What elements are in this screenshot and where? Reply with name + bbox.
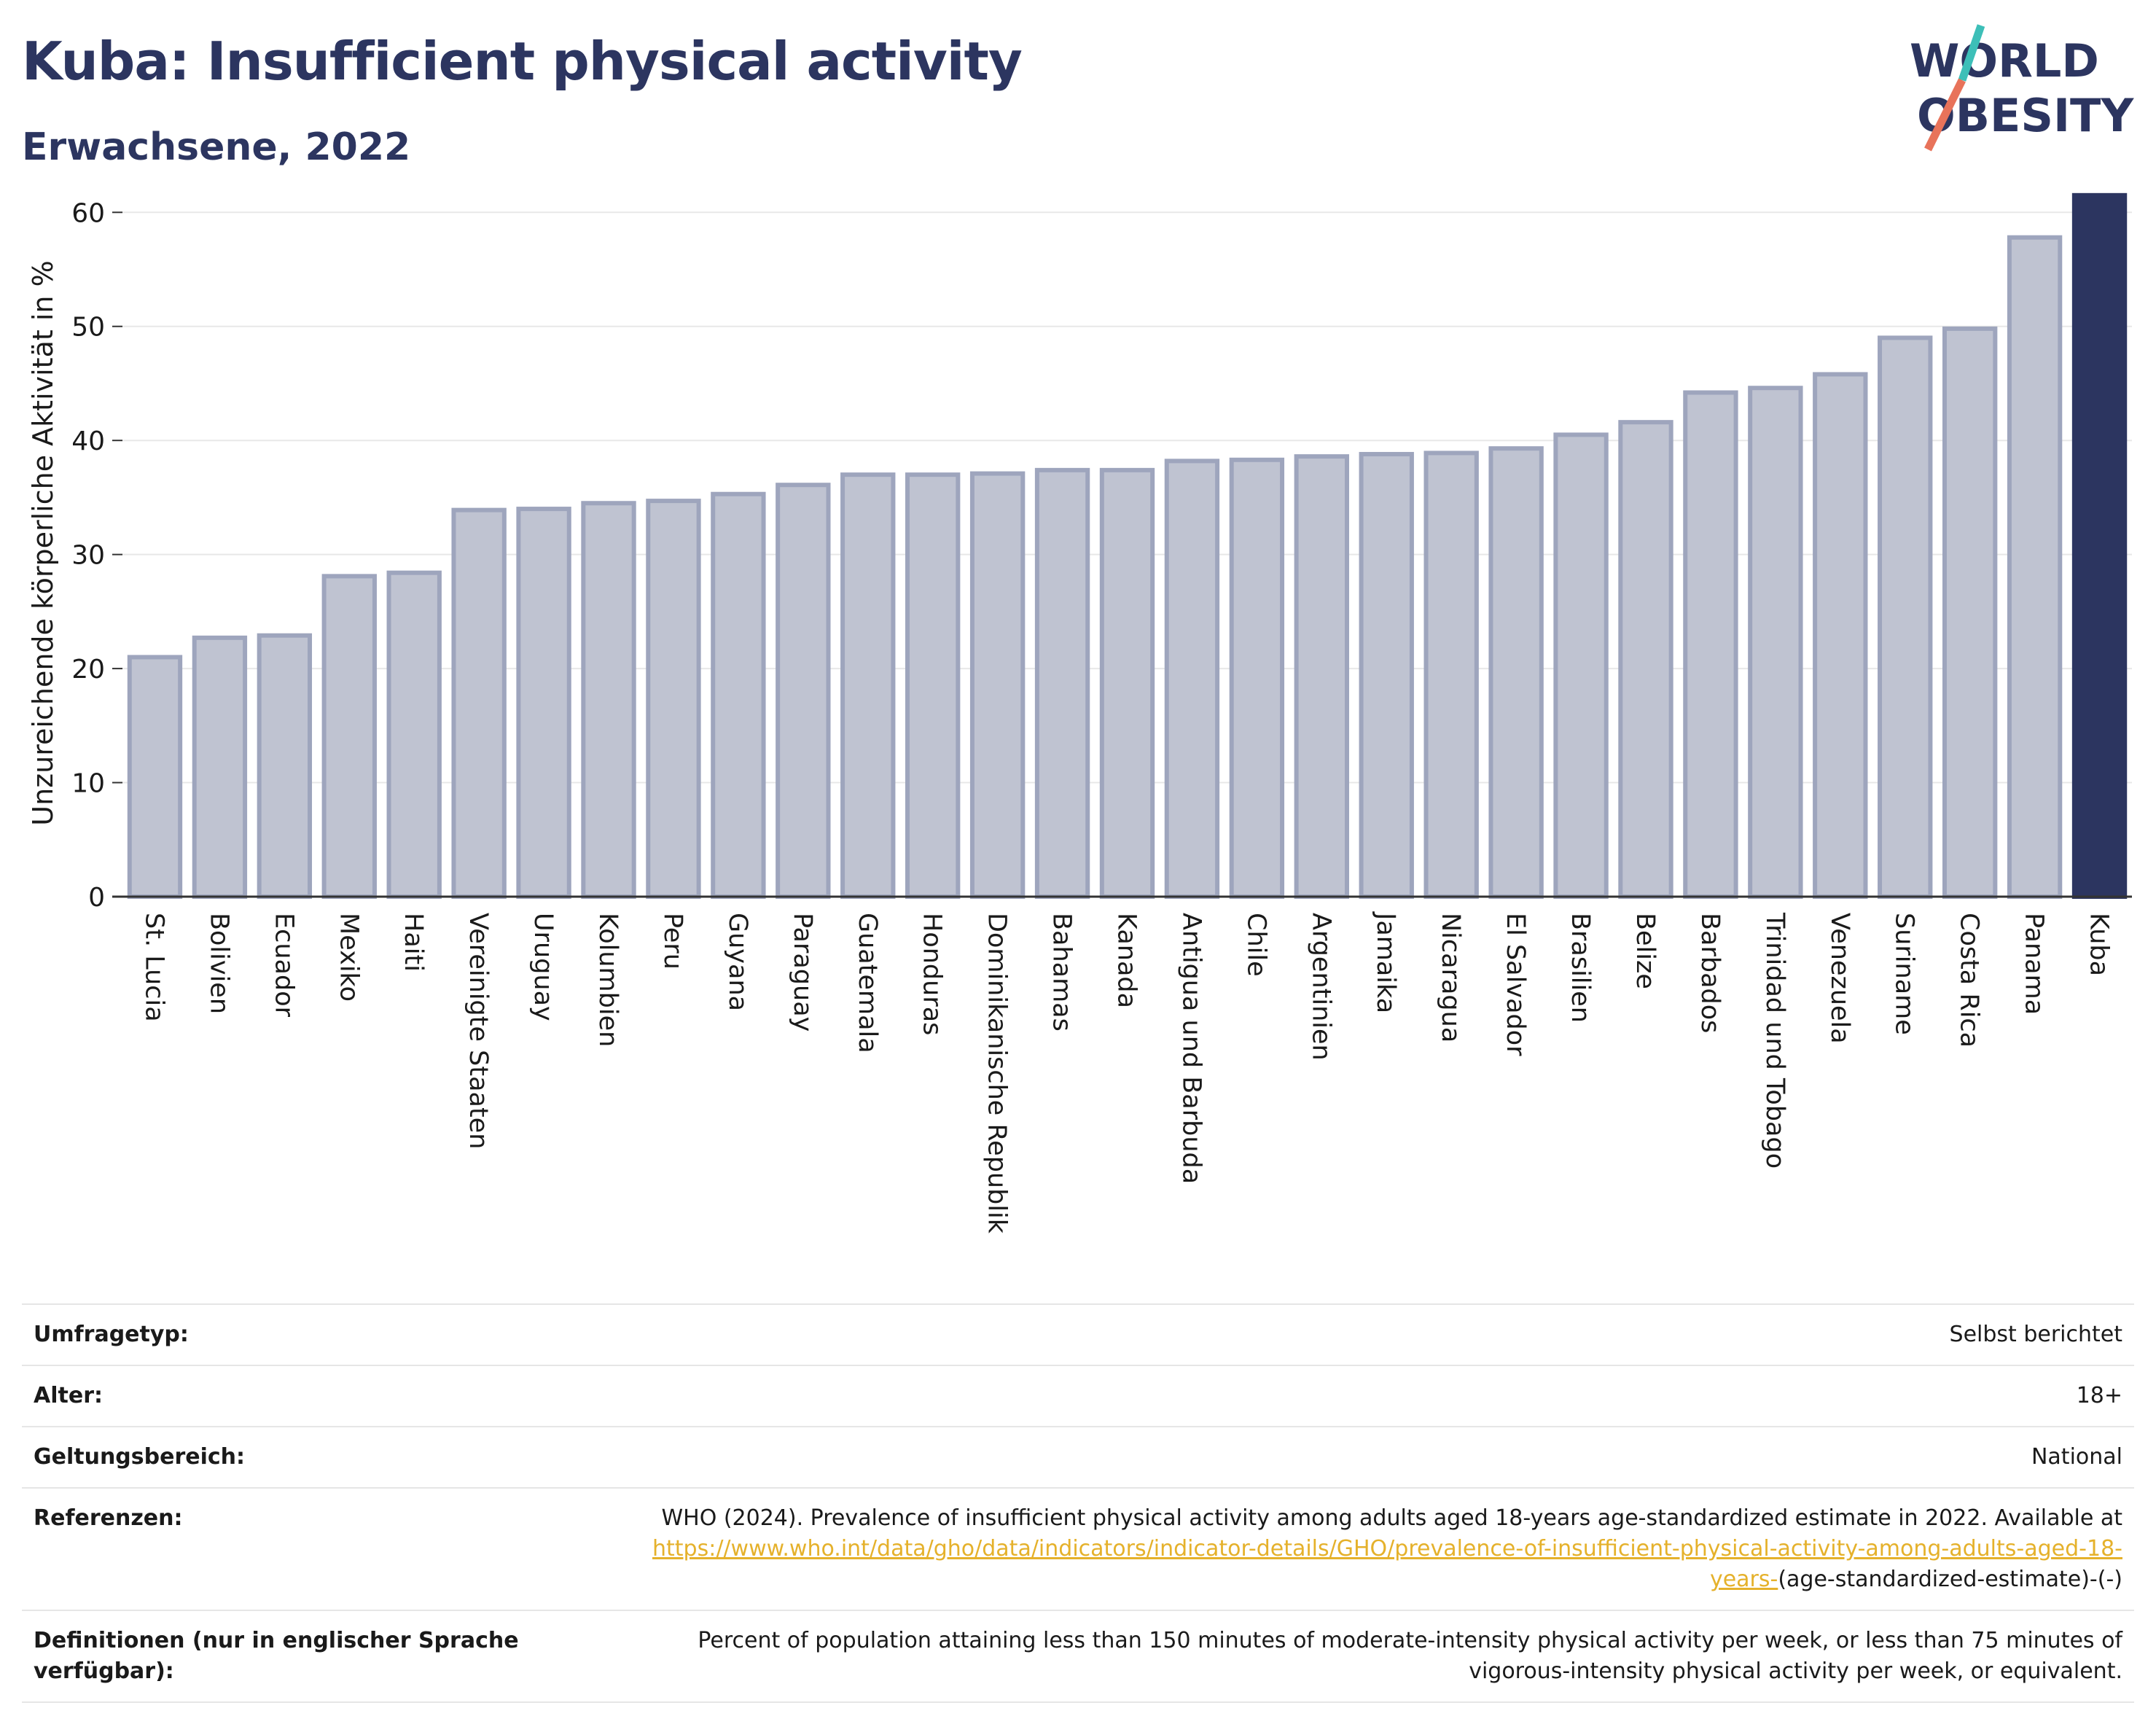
x-tick-label: Vereinigte Staaten (464, 913, 493, 1149)
x-tick-label: Paraguay (788, 913, 817, 1032)
bar[interactable] (1813, 372, 1868, 899)
bar[interactable] (840, 472, 896, 899)
x-tick-label: Peru (658, 913, 687, 970)
x-tick-label: Barbados (1695, 913, 1725, 1033)
bar[interactable] (192, 635, 248, 900)
world-obesity-logo: WORLD OBESITY (1910, 24, 2134, 152)
chart-title: Kuba: Insufficient physical activity (22, 31, 1023, 92)
x-tick-label: El Salvador (1501, 913, 1530, 1056)
bar[interactable] (1359, 451, 1414, 899)
metadata-value: Selbst berichtet (1949, 1322, 2122, 1347)
y-tick-label: 0 (88, 883, 105, 913)
bar[interactable] (257, 633, 313, 900)
bar[interactable] (516, 507, 571, 899)
x-axis-labels: St. Lucia Bolivien Ecuador Mexiko Haiti Verei… (139, 911, 2113, 1234)
logo-slash-accent (1958, 24, 1985, 82)
metadata-value: National (2031, 1444, 2122, 1470)
metadata-row: Alter: 18+ (22, 1365, 2134, 1426)
metadata-value: 18+ (2076, 1383, 2122, 1408)
logo-text-world: WORLD (1910, 34, 2099, 87)
y-tick-label: 40 (71, 426, 105, 456)
x-tick-label: Nicaragua (1436, 913, 1465, 1042)
bar[interactable] (1618, 420, 1673, 899)
bar[interactable] (646, 499, 701, 899)
bar[interactable] (969, 471, 1026, 899)
metadata-row: Geltungsbereich: National (22, 1426, 2134, 1487)
y-axis-ticks: 0 10 20 30 40 50 60 (71, 198, 122, 913)
x-tick-label: St. Lucia (139, 913, 168, 1022)
bar[interactable] (2007, 235, 2063, 900)
x-tick-label: Suriname (1890, 913, 1919, 1035)
x-tick-label: Mexiko (334, 913, 363, 1002)
x-tick-label: Costa Rica (1955, 913, 1984, 1048)
metadata-row: Referenzen: WHO (2024). Prevalence of ins… (22, 1487, 2134, 1610)
y-axis-label: Unzureichende körperliche Aktivität in % (27, 260, 59, 825)
x-tick-label: Chile (1241, 913, 1270, 977)
bar[interactable] (1878, 335, 1933, 899)
x-tick-label: Argentinien (1306, 913, 1335, 1061)
bar[interactable] (321, 574, 377, 899)
reference-link[interactable]: https://www.who.int/data/gho/data/indica… (652, 1536, 2122, 1592)
bar[interactable] (711, 491, 766, 899)
bar[interactable] (1099, 467, 1155, 899)
bar[interactable] (776, 483, 831, 899)
metadata-value: Percent of population attaining less tha… (698, 1628, 2122, 1684)
x-tick-label: Antigua und Barbuda (1176, 913, 1206, 1184)
bar[interactable] (127, 655, 183, 899)
x-tick-label: Bahamas (1047, 913, 1077, 1032)
metadata-row: Definitionen (nur in englischer Sprache … (22, 1610, 2134, 1703)
bar[interactable] (581, 501, 636, 899)
x-tick-label: Honduras (918, 913, 947, 1035)
x-tick-label: Kolumbien (593, 913, 622, 1047)
bar[interactable] (1423, 451, 1479, 899)
x-tick-label: Panama (2020, 913, 2049, 1015)
y-tick-label: 30 (71, 541, 105, 571)
bar[interactable] (905, 472, 961, 899)
logo-slash-main (1924, 78, 1966, 152)
bar[interactable] (1553, 432, 1609, 899)
bar[interactable] (1942, 326, 1998, 899)
x-tick-label: Ecuador (269, 913, 298, 1018)
metadata-value: WHO (2024). Prevalence of insufficient p… (652, 1505, 2122, 1592)
bars (127, 192, 2128, 900)
metadata-label: Definitionen (nur in englischer Sprache … (34, 1628, 519, 1684)
bar[interactable] (1229, 457, 1285, 899)
bar[interactable] (1683, 390, 1738, 899)
bar[interactable] (386, 570, 442, 899)
metadata-label: Geltungsbereich: (34, 1444, 246, 1470)
x-tick-label: Guatemala (853, 913, 882, 1053)
bar-highlight[interactable] (2071, 192, 2128, 899)
y-tick-label: 10 (71, 769, 105, 799)
bar-chart: 0 10 20 30 40 50 60 St. Lucia Bolivien Ecuador Me… (27, 192, 2132, 1234)
x-tick-label: Guyana (723, 913, 752, 1011)
metadata-table: Umfragetyp: Selbst berichtet Alter: 18+ Gelt… (22, 1303, 2134, 1703)
x-tick-label: Venezuela (1825, 913, 1854, 1044)
y-tick-label: 60 (71, 198, 105, 228)
x-tick-label: Haiti (399, 913, 428, 972)
metadata-label: Alter: (34, 1383, 103, 1408)
bar[interactable] (1294, 454, 1349, 899)
bar[interactable] (1488, 446, 1544, 899)
x-tick-label: Dominikanische Republik (983, 913, 1012, 1234)
y-tick-label: 20 (71, 655, 105, 685)
x-tick-label: Trinidad und Tobago (1760, 912, 1789, 1169)
x-tick-label: Uruguay (528, 913, 558, 1021)
x-tick-label: Kanada (1112, 913, 1141, 1008)
x-tick-label: Brasilien (1566, 913, 1595, 1023)
metadata-row: Umfragetyp: Selbst berichtet (22, 1303, 2134, 1365)
bar[interactable] (451, 507, 507, 899)
bar[interactable] (1164, 459, 1220, 899)
metadata-label: Referenzen: (34, 1505, 183, 1531)
x-tick-label: Belize (1630, 913, 1660, 989)
x-tick-label: Jamaika (1371, 911, 1400, 1013)
y-tick-label: 50 (71, 313, 105, 343)
chart-subtitle: Erwachsene, 2022 (22, 125, 411, 169)
x-tick-label: Bolivien (204, 913, 233, 1014)
bar[interactable] (1034, 467, 1090, 899)
x-tick-label: Kuba (2085, 913, 2114, 976)
bar[interactable] (1748, 386, 1803, 899)
metadata-label: Umfragetyp: (34, 1322, 189, 1347)
